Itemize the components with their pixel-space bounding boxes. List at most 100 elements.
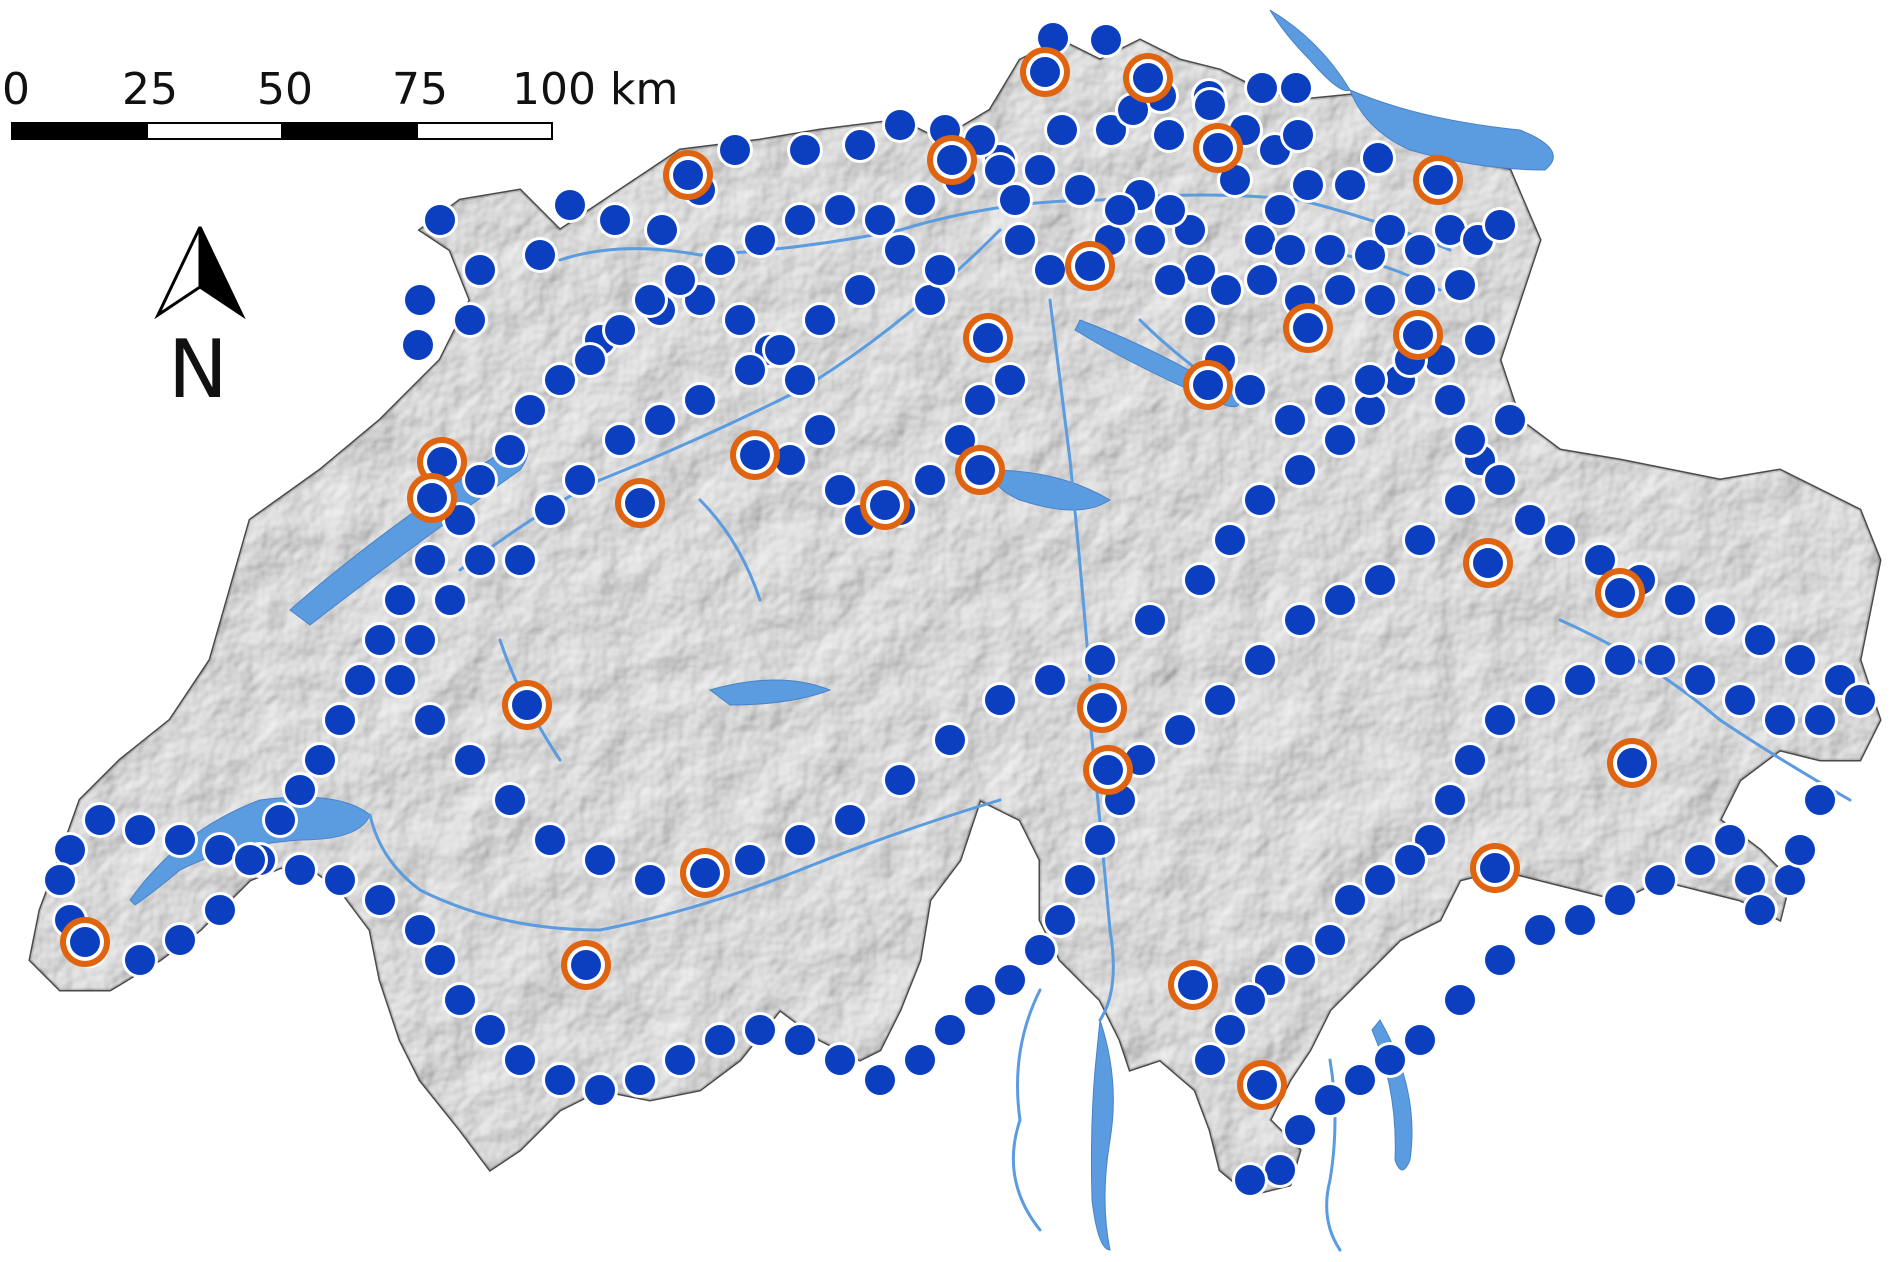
station-marker — [1682, 662, 1718, 698]
station-dot — [1645, 645, 1675, 675]
station-dot — [1705, 605, 1735, 635]
station-marker — [1332, 882, 1368, 918]
station-dot — [1135, 225, 1165, 255]
station-marker — [42, 862, 78, 898]
station-dot — [1315, 385, 1345, 415]
station-marker — [1642, 642, 1678, 678]
station-dot — [745, 1015, 775, 1045]
station-marker — [1202, 682, 1238, 718]
station-dot — [1735, 865, 1765, 895]
station-marker — [1402, 232, 1438, 268]
station-marker — [1032, 252, 1068, 288]
station-marker — [532, 822, 568, 858]
station-dot — [825, 1045, 855, 1075]
station-marker — [1082, 822, 1118, 858]
station-dot — [205, 895, 235, 925]
station-marker — [882, 762, 918, 798]
station-dot — [625, 1065, 655, 1095]
station-dot — [1245, 485, 1275, 515]
station-dot — [705, 1025, 735, 1055]
station-dot — [1665, 585, 1695, 615]
station-marker — [842, 272, 878, 308]
station-dot — [55, 835, 85, 865]
station-marker — [1282, 1112, 1318, 1148]
station-marker — [1280, 117, 1316, 153]
station-marker — [662, 262, 698, 298]
station-dot — [405, 285, 435, 315]
station-dot — [465, 545, 495, 575]
station-dot — [1315, 235, 1345, 265]
station-marker — [462, 462, 498, 498]
station-dot — [937, 145, 967, 175]
highlighted-station-marker — [1283, 303, 1333, 353]
station-marker — [362, 882, 398, 918]
station-dot — [905, 1045, 935, 1075]
station-marker — [442, 982, 478, 1018]
station-marker — [1162, 712, 1198, 748]
station-dot — [600, 205, 630, 235]
lake-lucerne — [989, 469, 1111, 511]
station-dot — [365, 625, 395, 655]
station-dot — [1247, 73, 1277, 103]
station-dot — [740, 440, 770, 470]
station-dot — [365, 885, 395, 915]
station-marker — [1662, 582, 1698, 618]
highlighted-station-marker — [1123, 53, 1173, 103]
station-marker — [1352, 392, 1388, 428]
station-dot — [1465, 325, 1495, 355]
station-marker — [997, 182, 1033, 218]
station-dot — [70, 927, 100, 957]
scale-label-50: 50 — [257, 64, 313, 115]
station-dot — [1235, 375, 1265, 405]
station-dot — [535, 495, 565, 525]
station-dot — [1775, 865, 1805, 895]
station-dot — [445, 985, 475, 1015]
station-marker — [802, 412, 838, 448]
station-marker — [1512, 502, 1548, 538]
station-dot — [45, 865, 75, 895]
station-marker — [1232, 982, 1268, 1018]
station-marker — [582, 842, 618, 878]
scale-segment-4 — [416, 122, 553, 140]
station-marker — [1352, 237, 1388, 273]
station-marker — [832, 802, 868, 838]
lake-thun-brienz — [708, 679, 832, 706]
station-marker — [532, 492, 568, 528]
station-marker — [1802, 782, 1838, 818]
station-dot — [1525, 685, 1555, 715]
station-marker — [282, 852, 318, 888]
station-dot — [1805, 785, 1835, 815]
scale-segment-1 — [11, 122, 148, 140]
station-dot — [1405, 525, 1435, 555]
station-marker — [1482, 702, 1518, 738]
station-dot — [1445, 985, 1475, 1015]
station-dot — [1645, 865, 1675, 895]
station-marker — [1402, 1022, 1438, 1058]
station-dot — [545, 365, 575, 395]
station-marker — [1312, 382, 1348, 418]
station-dot — [973, 323, 1003, 353]
station-marker — [1482, 942, 1518, 978]
station-dot — [625, 488, 655, 518]
station-marker — [492, 432, 528, 468]
station-marker — [452, 302, 488, 338]
station-marker — [1582, 542, 1618, 578]
station-marker — [1022, 932, 1058, 968]
station-marker — [632, 282, 668, 318]
scale-segment-3 — [281, 122, 418, 140]
station-dot — [1045, 905, 1075, 935]
station-dot — [1335, 885, 1365, 915]
station-dot — [535, 825, 565, 855]
highlighted-station-marker — [1607, 738, 1657, 788]
station-marker — [862, 202, 898, 238]
station-marker — [1244, 262, 1280, 298]
station-marker — [1151, 117, 1187, 153]
station-dot — [1405, 275, 1435, 305]
station-dot — [305, 745, 335, 775]
station-dot — [1325, 585, 1355, 615]
station-dot — [1395, 845, 1425, 875]
river-south-west — [1011, 988, 1042, 1232]
station-dot — [965, 455, 995, 485]
station-marker — [432, 582, 468, 618]
station-marker — [1322, 272, 1358, 308]
